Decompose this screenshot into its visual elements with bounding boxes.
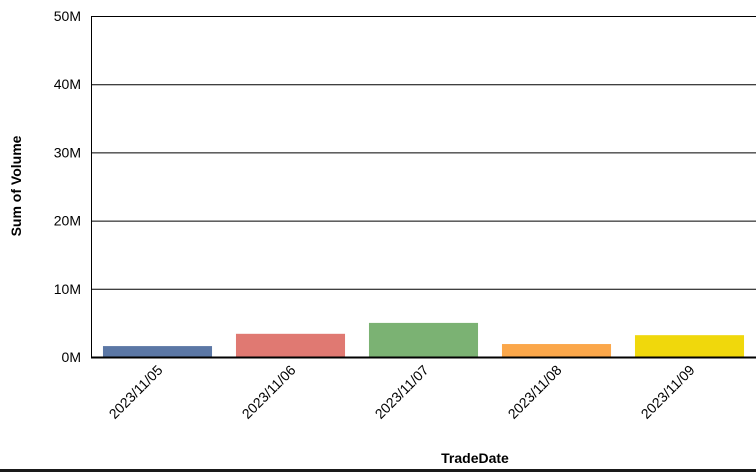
bars	[102, 322, 745, 357]
y-tick-label: 0M	[62, 349, 81, 365]
x-axis-title: TradeDate	[441, 450, 509, 466]
axes	[91, 16, 756, 359]
y-tick-label: 20M	[54, 213, 81, 229]
gridlines	[91, 16, 756, 290]
y-tick-label: 10M	[54, 281, 81, 297]
bar	[102, 346, 213, 357]
y-tick-label: 50M	[54, 8, 81, 24]
bar	[501, 344, 612, 357]
x-tick-labels: 2023/11/05 2023/11/06 2023/11/07 2023/11/08…	[105, 362, 697, 422]
y-tick-label: 40M	[54, 76, 81, 92]
x-tick-label: 2023/11/06	[238, 362, 298, 422]
bar	[634, 335, 745, 357]
bar	[368, 322, 479, 357]
x-tick-label: 2023/11/09	[637, 362, 697, 422]
x-tick-label: 2023/11/07	[371, 362, 431, 422]
y-tick-labels: 0M 10M 20M 30M 40M 50M	[54, 8, 81, 365]
bottom-divider	[0, 469, 756, 472]
y-axis-title: Sum of Volume	[8, 135, 24, 236]
x-tick-label: 2023/11/05	[105, 362, 165, 422]
bar	[235, 333, 346, 357]
y-tick-label: 30M	[54, 144, 81, 160]
x-tick-label: 2023/11/08	[504, 362, 564, 422]
